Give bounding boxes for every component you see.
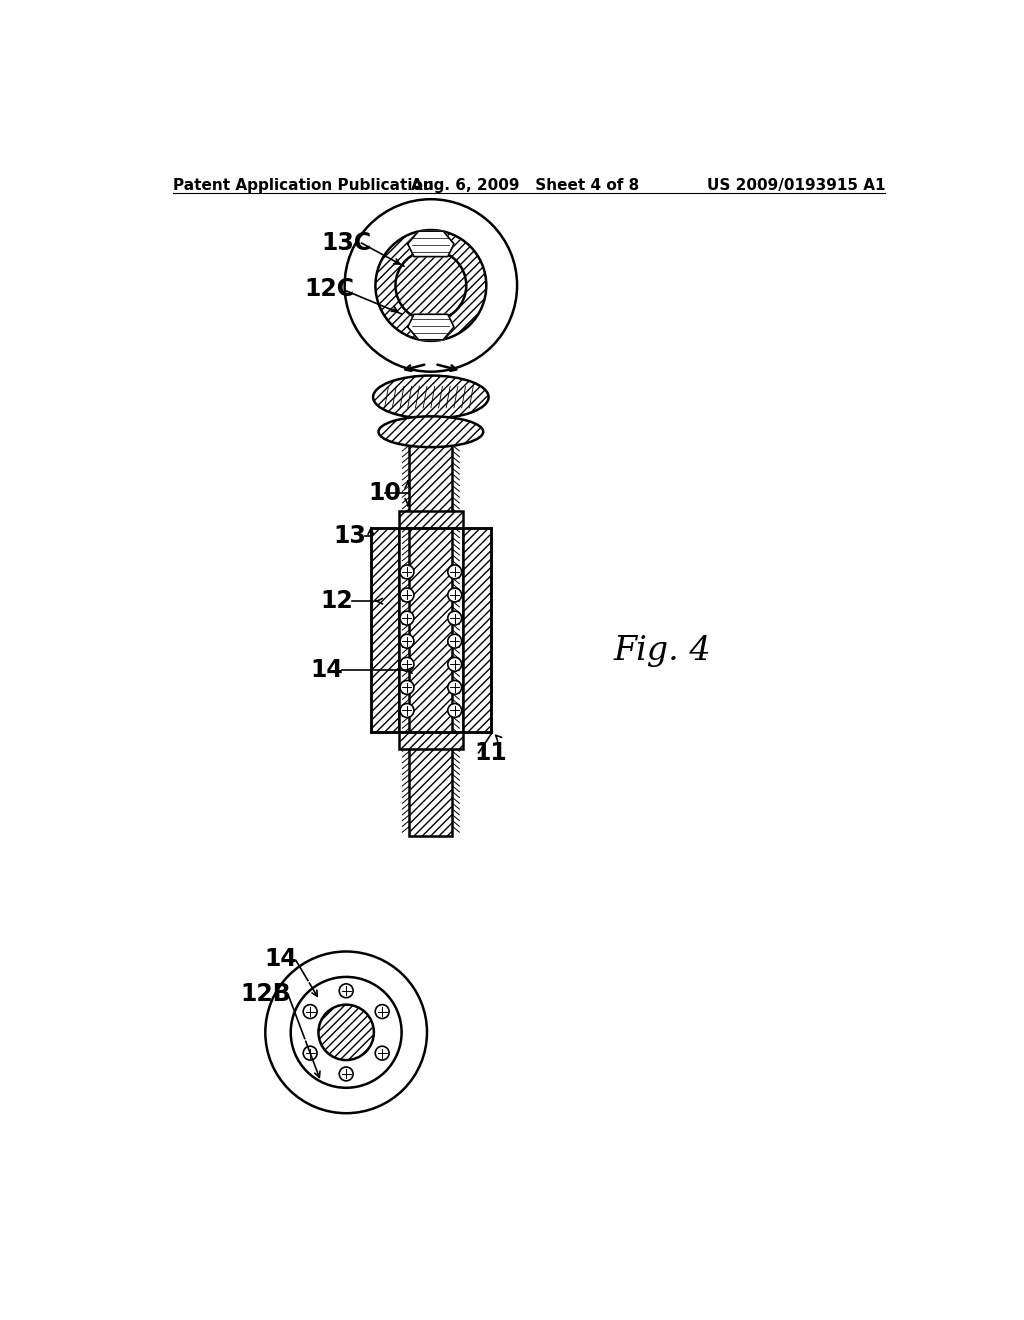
Text: Fig. 4: Fig. 4: [613, 635, 711, 667]
Polygon shape: [398, 511, 463, 528]
Circle shape: [375, 1005, 389, 1019]
Text: 12: 12: [321, 589, 353, 614]
Circle shape: [345, 199, 517, 372]
Text: 12C: 12C: [304, 277, 354, 301]
Text: US 2009/0193915 A1: US 2009/0193915 A1: [707, 178, 885, 193]
Polygon shape: [408, 231, 454, 256]
Circle shape: [400, 635, 414, 648]
Polygon shape: [408, 314, 454, 339]
Circle shape: [376, 230, 486, 341]
Text: 13: 13: [334, 524, 367, 548]
Circle shape: [447, 565, 462, 578]
Text: 13C: 13C: [322, 231, 372, 255]
Circle shape: [339, 1067, 353, 1081]
Text: Aug. 6, 2009   Sheet 4 of 8: Aug. 6, 2009 Sheet 4 of 8: [411, 178, 639, 193]
Polygon shape: [398, 733, 463, 748]
Circle shape: [447, 657, 462, 671]
Circle shape: [339, 983, 353, 998]
Circle shape: [400, 565, 414, 578]
Text: 12B: 12B: [240, 982, 291, 1006]
Bar: [410, 424, 453, 836]
Text: 14: 14: [310, 659, 343, 682]
Circle shape: [447, 681, 462, 694]
Text: Patent Application Publication: Patent Application Publication: [173, 178, 433, 193]
Circle shape: [400, 657, 414, 671]
Circle shape: [395, 249, 466, 321]
Text: 10: 10: [369, 482, 401, 506]
Circle shape: [447, 589, 462, 602]
Circle shape: [400, 681, 414, 694]
Polygon shape: [371, 528, 398, 733]
Circle shape: [400, 611, 414, 626]
Bar: [410, 424, 453, 836]
Circle shape: [265, 952, 427, 1113]
Circle shape: [303, 1005, 317, 1019]
Polygon shape: [463, 528, 490, 733]
Circle shape: [318, 1005, 374, 1060]
Circle shape: [447, 704, 462, 718]
Ellipse shape: [373, 376, 488, 418]
Circle shape: [400, 704, 414, 718]
Circle shape: [375, 1047, 389, 1060]
Circle shape: [303, 1047, 317, 1060]
Text: 11: 11: [474, 741, 507, 764]
Ellipse shape: [379, 416, 483, 447]
Circle shape: [291, 977, 401, 1088]
Text: 14: 14: [264, 948, 297, 972]
Circle shape: [447, 635, 462, 648]
Circle shape: [400, 589, 414, 602]
Circle shape: [447, 611, 462, 626]
